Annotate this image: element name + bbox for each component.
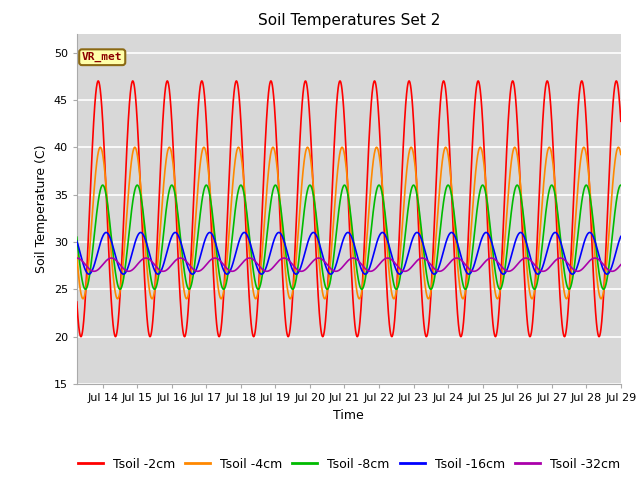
Text: VR_met: VR_met — [82, 52, 122, 62]
Legend: Tsoil -2cm, Tsoil -4cm, Tsoil -8cm, Tsoil -16cm, Tsoil -32cm: Tsoil -2cm, Tsoil -4cm, Tsoil -8cm, Tsoi… — [73, 453, 625, 476]
Y-axis label: Soil Temperature (C): Soil Temperature (C) — [35, 144, 48, 273]
X-axis label: Time: Time — [333, 408, 364, 421]
Title: Soil Temperatures Set 2: Soil Temperatures Set 2 — [258, 13, 440, 28]
